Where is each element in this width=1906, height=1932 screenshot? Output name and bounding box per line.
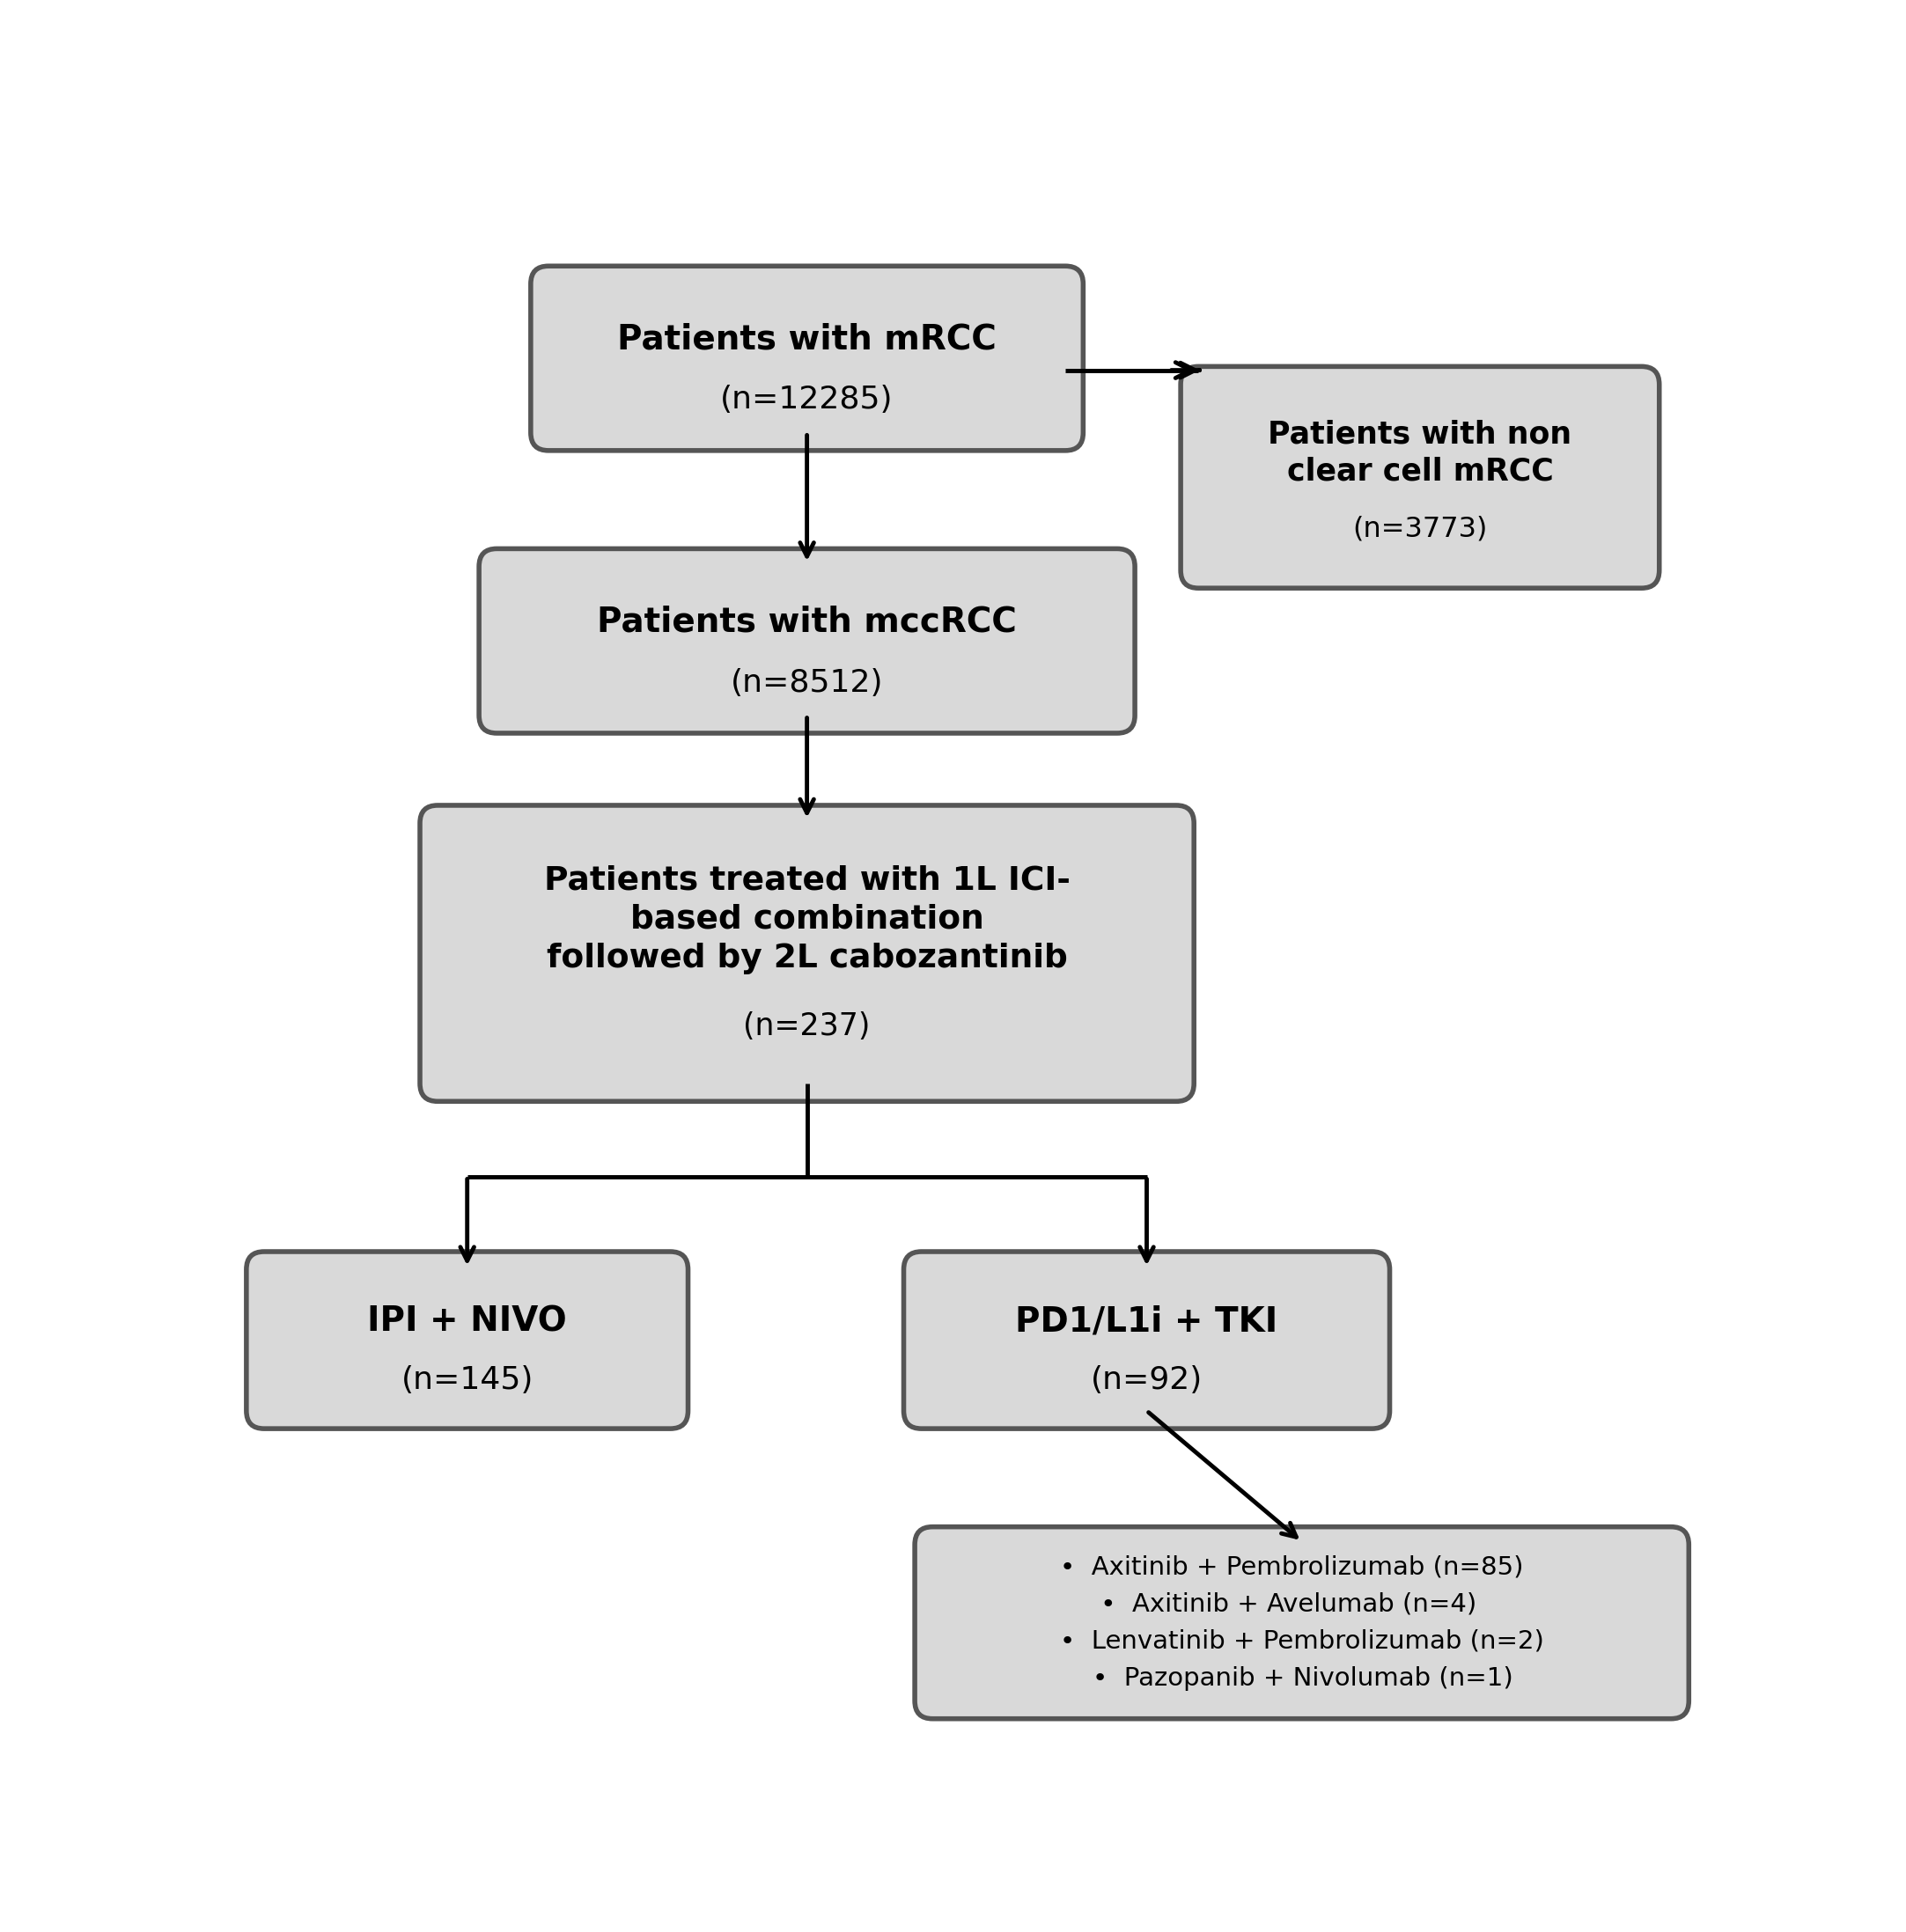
Text: •  Axitinib + Pembrolizumab (n=85)
     •  Axitinib + Avelumab (n=4)
•  Lenvatin: • Axitinib + Pembrolizumab (n=85) • Axit… (1060, 1555, 1544, 1690)
FancyBboxPatch shape (1180, 367, 1660, 587)
Text: (n=145): (n=145) (400, 1364, 534, 1395)
FancyBboxPatch shape (915, 1526, 1689, 1719)
FancyBboxPatch shape (419, 806, 1193, 1101)
Text: PD1/L1i + TKI: PD1/L1i + TKI (1016, 1304, 1279, 1339)
Text: Patients treated with 1L ICI-
based combination
followed by 2L cabozantinib: Patients treated with 1L ICI- based comb… (543, 866, 1069, 974)
Text: Patients with mccRCC: Patients with mccRCC (597, 605, 1018, 638)
Text: (n=237): (n=237) (743, 1010, 871, 1041)
Text: (n=12285): (n=12285) (720, 384, 894, 415)
FancyBboxPatch shape (478, 549, 1134, 732)
Text: (n=3773): (n=3773) (1353, 516, 1487, 543)
FancyBboxPatch shape (246, 1252, 688, 1428)
Text: IPI + NIVO: IPI + NIVO (368, 1304, 566, 1339)
Text: Patients with mRCC: Patients with mRCC (618, 323, 997, 355)
Text: (n=8512): (n=8512) (730, 668, 882, 697)
Text: (n=92): (n=92) (1090, 1364, 1203, 1395)
Text: Patients with non
clear cell mRCC: Patients with non clear cell mRCC (1267, 419, 1572, 487)
FancyBboxPatch shape (530, 267, 1083, 450)
FancyBboxPatch shape (903, 1252, 1389, 1428)
